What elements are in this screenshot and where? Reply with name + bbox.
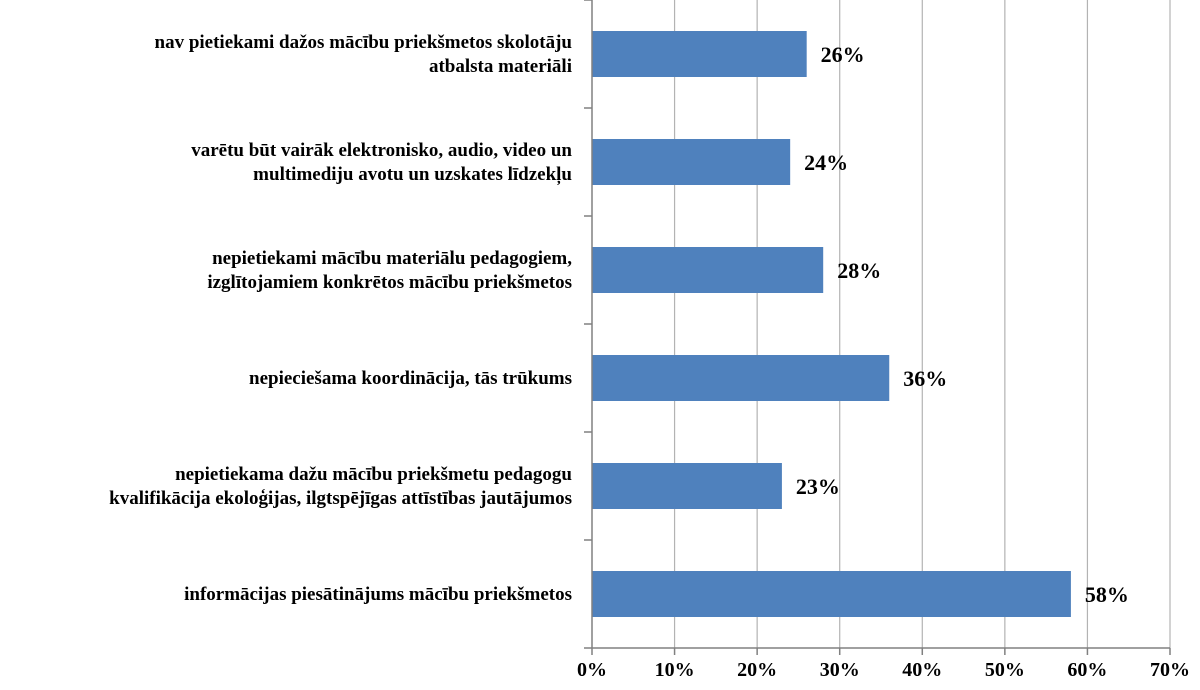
grid-lines — [673, 0, 1171, 648]
value-label: 36% — [903, 366, 947, 391]
x-tick-label: 40% — [902, 659, 942, 681]
category-label: nepieciešama koordinācija, tās trūkums — [249, 368, 572, 389]
category-label: informācijas piesātinājums mācību priekš… — [184, 584, 572, 605]
x-tick-label: 10% — [655, 659, 695, 681]
category-label-line: izglītojamiem konkrētos mācību priekšmet… — [207, 272, 572, 293]
x-tick-label: 20% — [737, 659, 777, 681]
bar — [592, 247, 824, 293]
value-label: 26% — [821, 42, 865, 67]
category-label-line: varētu būt vairāk elektronisko, audio, v… — [191, 140, 572, 161]
x-tick-label: 50% — [985, 659, 1025, 681]
labels: 0% 10% 20% 30% 40% 50% 60% 70% 26% nav pietiekami… — [109, 32, 1190, 681]
bar — [592, 139, 791, 185]
value-label: 58% — [1085, 582, 1129, 607]
category-label-line: kvalifikācija ekoloģijas, ilgtspējīgas a… — [109, 488, 572, 509]
value-label: 28% — [837, 258, 881, 283]
category-label-line: atbalsta materiāli — [429, 56, 572, 77]
category-label-line: nepietiekama dažu mācību priekšmetu peda… — [175, 464, 572, 485]
axes — [584, 0, 1171, 655]
x-tick-label: 60% — [1067, 659, 1107, 681]
category-label-line: nepietiekami mācību materiālu pedagogiem… — [212, 248, 572, 269]
category-label-line: multimediju avotu un uzskates līdzekļu — [253, 164, 572, 185]
category-label: nepietiekama dažu mācību priekšmetu peda… — [109, 464, 572, 509]
x-tick-label: 0% — [577, 659, 607, 681]
bars — [592, 31, 1071, 617]
bar — [592, 355, 890, 401]
category-label-line: nepieciešama koordinācija, tās trūkums — [249, 368, 572, 389]
value-label: 23% — [796, 474, 840, 499]
category-label-line: informācijas piesātinājums mācību priekš… — [184, 584, 572, 605]
category-label: varētu būt vairāk elektronisko, audio, v… — [191, 140, 572, 185]
x-tick-label: 70% — [1150, 659, 1190, 681]
bar — [592, 571, 1071, 617]
x-tick-label: 30% — [820, 659, 860, 681]
value-label: 24% — [804, 150, 848, 175]
bar — [592, 31, 807, 77]
bar — [592, 463, 782, 509]
category-label: nav pietiekami dažos mācību priekšmetos … — [155, 32, 573, 77]
category-label-line: nav pietiekami dažos mācību priekšmetos … — [155, 32, 573, 53]
category-label: nepietiekami mācību materiālu pedagogiem… — [207, 248, 572, 293]
